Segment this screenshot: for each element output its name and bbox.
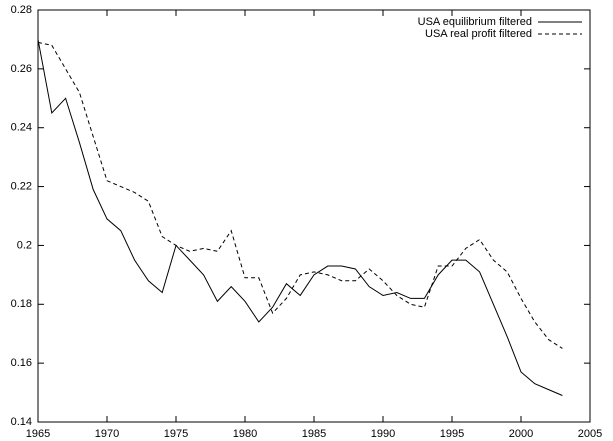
x-tick-label: 1985 [302, 428, 326, 440]
y-tick-label: 0.16 [11, 357, 32, 369]
y-tick-label: 0.18 [11, 298, 32, 310]
y-tick-label: 0.26 [11, 63, 32, 75]
y-tick-label: 0.2 [17, 239, 32, 251]
x-tick-label: 1980 [233, 428, 257, 440]
legend-label: USA real profit filtered [425, 28, 532, 40]
x-tick-label: 1965 [26, 428, 50, 440]
y-tick-label: 0.24 [11, 122, 32, 134]
x-tick-label: 1995 [440, 428, 464, 440]
data-line [37, 39, 563, 396]
x-tick-label: 2000 [509, 428, 533, 440]
data-line [37, 41, 563, 349]
y-tick-label: 0.22 [11, 180, 32, 192]
x-tick-label: 1975 [164, 428, 188, 440]
y-tick-label: 0.28 [11, 4, 32, 16]
x-tick-label: 1970 [95, 428, 119, 440]
plot-frame [37, 9, 591, 423]
y-tick-label: 0.14 [11, 416, 32, 428]
x-tick-label: 1990 [371, 428, 395, 440]
x-tick-label: 2005 [578, 428, 602, 440]
legend-label: USA equilibrium filtered [418, 16, 532, 28]
